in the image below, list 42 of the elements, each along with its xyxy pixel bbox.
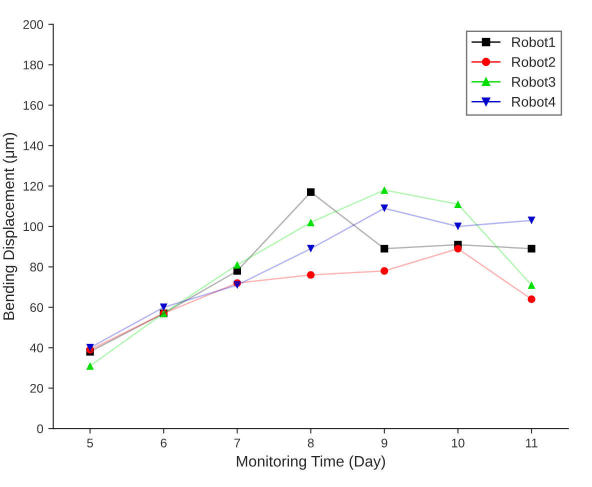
point bbox=[306, 244, 315, 252]
legend-label: Robot1 bbox=[512, 36, 556, 48]
y-tick-label: 20 bbox=[30, 384, 44, 393]
point bbox=[454, 200, 462, 208]
point bbox=[380, 267, 388, 275]
x-tick-label: 7 bbox=[234, 438, 240, 448]
legend-label: Robot2 bbox=[512, 56, 556, 67]
x-tick-label: 5 bbox=[87, 438, 94, 448]
point bbox=[233, 261, 242, 269]
y-tick-label: 0 bbox=[37, 424, 44, 434]
y-tick-label: 140 bbox=[24, 141, 44, 150]
y-tick-label: 60 bbox=[30, 303, 44, 312]
y-tick-label: 160 bbox=[24, 100, 44, 110]
x-axis-title: Monitoring Time (Day) bbox=[236, 455, 385, 470]
y-tick-label: 200 bbox=[23, 20, 44, 29]
point bbox=[454, 222, 462, 230]
point bbox=[306, 188, 315, 196]
point bbox=[380, 186, 388, 194]
x-tick-label: 9 bbox=[381, 438, 388, 448]
y-tick-label: 100 bbox=[24, 222, 44, 232]
x-tick-label: 6 bbox=[160, 438, 167, 448]
point bbox=[306, 218, 315, 226]
legend-label: Robot3 bbox=[512, 76, 556, 87]
point bbox=[454, 244, 462, 252]
point bbox=[380, 244, 388, 252]
y-tick-label: 120 bbox=[24, 182, 44, 191]
x-tick-label: 11 bbox=[526, 438, 538, 448]
y-tick-label: 40 bbox=[30, 344, 44, 352]
point bbox=[528, 295, 536, 304]
legend-label: Robot4 bbox=[512, 96, 556, 107]
point bbox=[86, 362, 94, 370]
point bbox=[528, 281, 536, 289]
point bbox=[306, 271, 315, 279]
point bbox=[380, 204, 388, 212]
x-tick-label: 10 bbox=[452, 438, 464, 448]
point bbox=[528, 216, 536, 224]
x-tick-label: 8 bbox=[308, 438, 314, 448]
y-tick-label: 80 bbox=[30, 262, 44, 272]
y-axis-title: Bending Displacement (μm) bbox=[2, 132, 18, 320]
y-tick-label: 180 bbox=[24, 60, 44, 70]
point bbox=[528, 244, 536, 252]
point bbox=[160, 303, 168, 312]
